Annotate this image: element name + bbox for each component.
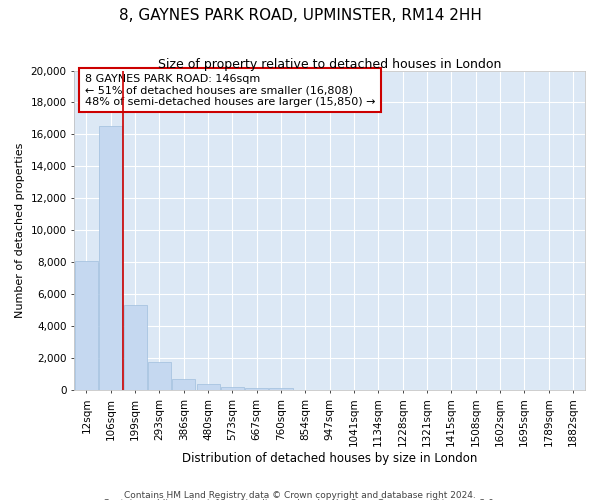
Bar (148, 362, 171, 390)
Bar (197, 384, 220, 390)
Bar (269, 388, 293, 390)
Text: Contains public sector information licensed under the Open Government Licence v3: Contains public sector information licen… (103, 499, 497, 500)
Bar (245, 388, 268, 390)
Text: Contains HM Land Registry data © Crown copyright and database right 2024.: Contains HM Land Registry data © Crown c… (124, 490, 476, 500)
X-axis label: Distribution of detached houses by size in London: Distribution of detached houses by size … (182, 452, 478, 465)
Y-axis label: Number of detached properties: Number of detached properties (15, 142, 25, 318)
Bar (124, 306, 146, 390)
Title: Size of property relative to detached houses in London: Size of property relative to detached ho… (158, 58, 502, 70)
Bar (172, 379, 196, 390)
Text: 8, GAYNES PARK ROAD, UPMINSTER, RM14 2HH: 8, GAYNES PARK ROAD, UPMINSTER, RM14 2HH (119, 8, 481, 22)
Bar (99, 126, 122, 390)
Bar (221, 387, 244, 390)
Bar (75, 260, 98, 390)
Text: 8 GAYNES PARK ROAD: 146sqm
← 51% of detached houses are smaller (16,808)
48% of : 8 GAYNES PARK ROAD: 146sqm ← 51% of deta… (85, 74, 375, 107)
